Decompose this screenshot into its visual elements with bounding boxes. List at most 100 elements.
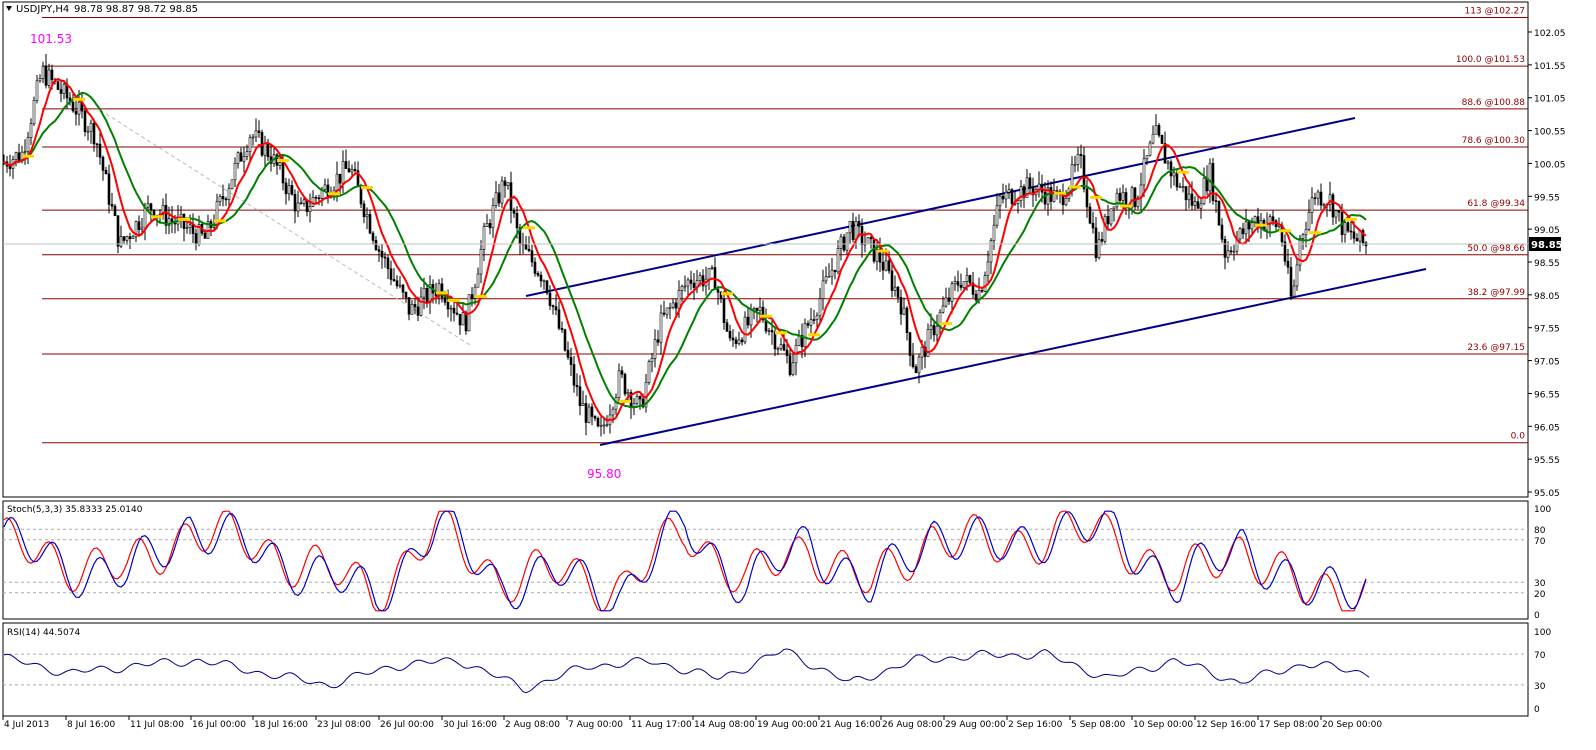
candle-body: [236, 152, 240, 164]
candle-body: [341, 161, 345, 184]
candle-body: [761, 306, 765, 321]
candle-body: [347, 168, 351, 173]
candle-body: [302, 199, 306, 204]
swing-high-label: 101.53: [30, 32, 72, 46]
candle-body: [1157, 125, 1161, 136]
candle-body: [125, 236, 129, 241]
candle-body: [692, 282, 696, 288]
candle-body: [374, 240, 378, 250]
candle-body: [638, 396, 642, 400]
time-tick-label: 7 Aug 00:00: [568, 720, 623, 730]
candle-body: [980, 290, 984, 292]
candle-body: [890, 270, 894, 291]
candle-body: [1151, 133, 1155, 144]
candle-body: [1019, 186, 1023, 201]
candle-body: [314, 196, 318, 199]
candle-body: [353, 169, 357, 171]
candle-body: [185, 227, 189, 229]
candle-body: [824, 276, 828, 282]
candle-body: [1130, 187, 1134, 208]
fib-level-label: 100.0 @101.53: [1456, 55, 1525, 65]
price-tick-label: 97.55: [1534, 325, 1560, 335]
candle-body: [389, 268, 393, 280]
rsi-indicator: 100 70 30 0: [3, 628, 1551, 715]
candle-body: [1184, 186, 1188, 201]
candle-body: [1328, 194, 1332, 205]
candle-body: [1283, 241, 1287, 262]
candle-body: [788, 355, 792, 376]
candle-body: [410, 304, 414, 315]
candle-body: [722, 298, 726, 323]
candle-body: [983, 275, 987, 292]
candle-body: [941, 305, 945, 313]
candle-body: [1028, 177, 1032, 188]
candle-body: [128, 236, 132, 239]
candle-body: [44, 65, 48, 86]
candle-body: [71, 101, 75, 112]
candle-body: [92, 122, 96, 145]
candle-body: [917, 356, 921, 374]
candle-body: [671, 302, 675, 308]
candle-body: [1010, 189, 1014, 205]
time-tick-label: 11 Jul 08:00: [130, 720, 184, 730]
candle-body: [380, 251, 384, 258]
candle-body: [1337, 210, 1341, 213]
fib-level-label: 0.0: [1511, 432, 1526, 442]
candle-body: [278, 162, 282, 166]
candle-body: [905, 307, 909, 333]
candle-body: [857, 221, 861, 227]
candle-body: [1295, 264, 1299, 287]
stoch-axis-label: 70: [1534, 537, 1546, 547]
price-tick-label: 99.55: [1534, 193, 1560, 203]
candle-body: [167, 218, 171, 226]
candle-body: [533, 261, 537, 274]
price-axis: 102.05 101.55 101.05 100.55 100.05 99.55 99.05…: [1528, 29, 1566, 499]
candle-body: [650, 358, 654, 363]
price-tick-label: 101.05: [1534, 95, 1566, 105]
price-tick-label: 96.55: [1534, 390, 1560, 400]
time-tick-label: 12 Sep 16:00: [1196, 720, 1256, 730]
rsi-line: [3, 648, 1370, 694]
fast-ma-line: [3, 77, 1367, 422]
candle-body: [1349, 230, 1353, 233]
candle-body: [368, 214, 372, 234]
time-tick-label: 29 Aug 00:00: [945, 720, 1006, 730]
candle-body: [755, 307, 759, 311]
candle-body: [1142, 158, 1146, 186]
candle-body: [641, 398, 645, 408]
rsi-axis-label: 30: [1534, 682, 1546, 692]
candle-body: [299, 202, 303, 205]
candle-body: [455, 312, 459, 315]
candle-body: [32, 100, 36, 125]
candle-body: [800, 335, 804, 348]
candle-body: [1073, 163, 1077, 166]
candle-body: [1148, 142, 1152, 156]
candle-body: [1136, 197, 1140, 208]
candle-body: [227, 188, 231, 200]
candle-body: [284, 182, 288, 195]
candle-body: [1055, 190, 1059, 192]
candle-body: [422, 288, 426, 298]
candle-body: [1202, 177, 1206, 205]
candle-body: [1250, 222, 1254, 230]
candle-body: [17, 152, 21, 162]
candle-body: [776, 348, 780, 350]
candle-body: [1223, 238, 1227, 258]
candle-body: [491, 205, 495, 229]
candle-body: [1109, 208, 1113, 225]
candle-body: [1070, 164, 1074, 189]
candle-body: [440, 283, 444, 298]
candle-body: [914, 366, 918, 374]
slow-ma-line: [3, 91, 1367, 409]
candle-body: [1196, 201, 1200, 209]
triangle-down-icon[interactable]: [6, 6, 12, 11]
candle-body: [419, 296, 423, 316]
candle-body: [416, 306, 420, 316]
candle-body: [338, 173, 342, 184]
candle-body: [296, 202, 300, 212]
time-tick-label: 21 Aug 16:00: [820, 720, 881, 730]
candle-body: [251, 136, 255, 139]
candle-body: [257, 130, 261, 133]
